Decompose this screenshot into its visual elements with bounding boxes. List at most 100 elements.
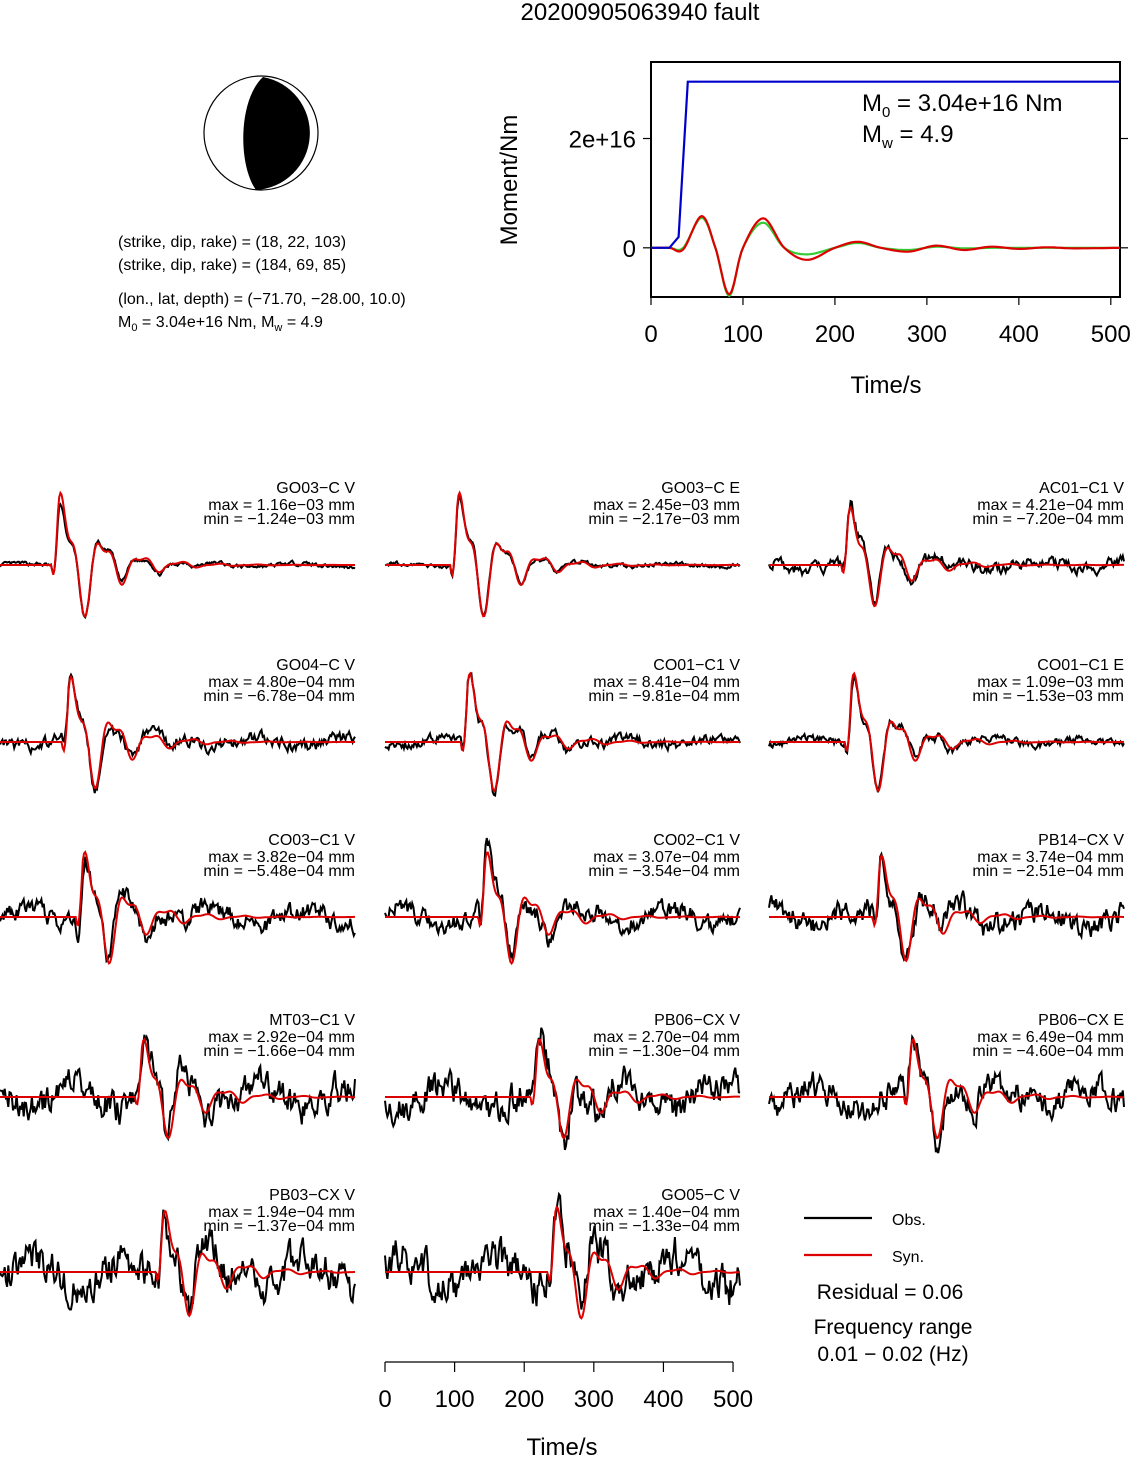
station-max-amplitude: max = 1.94e−04 mm	[208, 1204, 355, 1221]
station-max-amplitude: max = 8.41e−04 mm	[593, 674, 740, 691]
residual-text: Residual = 0.06	[817, 1281, 964, 1304]
moment-xtick-label: 100	[723, 321, 763, 348]
moment-xlabel: Time/s	[850, 372, 921, 399]
station-label: PB06−CX V	[654, 1012, 740, 1029]
synthetic-trace	[385, 490, 740, 618]
nodal-plane-1: (strike, dip, rake) = (18, 22, 103)	[118, 234, 346, 251]
station-max-amplitude: max = 3.74e−04 mm	[977, 849, 1124, 866]
waveform-xlabel: Time/s	[526, 1434, 597, 1458]
station-label: GO03−C V	[276, 480, 355, 497]
observed-trace	[0, 1034, 356, 1142]
station-label: CO01−C1 E	[1037, 657, 1124, 674]
station-label: CO01−C1 V	[653, 657, 740, 674]
synthetic-trace	[385, 671, 740, 793]
station-min-amplitude: min = −1.30e−04 mm	[588, 1043, 740, 1060]
station-min-amplitude: min = −3.54e−04 mm	[588, 863, 740, 880]
figure-title: 20200905063940 fault	[521, 0, 760, 26]
station-max-amplitude: max = 2.45e−03 mm	[593, 497, 740, 514]
focal-mechanism-info: (strike, dip, rake) = (18, 22, 103) (str…	[118, 234, 406, 334]
station-min-amplitude: min = −5.48e−04 mm	[203, 863, 355, 880]
moment-series	[651, 80, 1121, 298]
synthetic-trace	[0, 850, 355, 965]
station-label: GO04−C V	[276, 657, 355, 674]
station-label: GO05−C V	[661, 1187, 740, 1204]
waveform-time-axis: 0 100 200 300 400 500	[378, 1361, 753, 1413]
station-min-amplitude: min = −1.53e−03 mm	[972, 688, 1124, 705]
synthetic-trace	[385, 1038, 741, 1140]
legend-obs-label: Obs.	[892, 1212, 926, 1229]
synthetic-trace	[0, 1209, 356, 1318]
nodal-plane-2: (strike, dip, rake) = (184, 69, 85)	[118, 257, 346, 274]
moment-plot-frame	[650, 61, 1121, 298]
station-label: PB03−CX V	[269, 1187, 355, 1204]
synthetic-trace	[0, 490, 355, 618]
observed-trace	[768, 1033, 1125, 1154]
synthetic-trace	[385, 1205, 740, 1320]
moment-series-rate_red	[651, 214, 1121, 296]
hypocenter-location: (lon., lat, depth) = (−71.70, −28.00, 10…	[118, 291, 406, 308]
station-max-amplitude: max = 6.49e−04 mm	[977, 1029, 1124, 1046]
station-max-amplitude: max = 1.40e−04 mm	[593, 1204, 740, 1221]
moment-ylabel: Moment/Nm	[496, 115, 523, 246]
observed-trace	[768, 499, 1125, 607]
synthetic-trace	[769, 671, 1124, 793]
station-min-amplitude: min = −4.60e−04 mm	[972, 1043, 1124, 1060]
station-label: MT03−C1 V	[269, 1012, 355, 1029]
waveform-xtick-label: 400	[643, 1386, 683, 1413]
synthetic-trace	[0, 1037, 355, 1140]
station-min-amplitude: min = −1.66e−04 mm	[203, 1043, 355, 1060]
synthetic-trace	[385, 851, 740, 966]
moment-xtick-label: 0	[644, 321, 657, 348]
station-label: GO03−C E	[661, 480, 740, 497]
moment-magnitude-line: M0 = 3.04e+16 Nm, Mw = 4.9	[118, 314, 323, 334]
station-label: PB14−CX V	[1038, 832, 1124, 849]
station-label: CO03−C1 V	[268, 832, 355, 849]
station-max-amplitude: max = 2.70e−04 mm	[593, 1029, 740, 1046]
synthetic-trace	[769, 1037, 1124, 1140]
station-label: AC01−C1 V	[1039, 480, 1124, 497]
station-min-amplitude: min = −2.17e−03 mm	[588, 511, 740, 528]
waveform-xtick-label: 0	[378, 1386, 391, 1413]
moment-mw-label: Mw = 4.9	[862, 121, 954, 152]
moment-xtick-label: 400	[999, 321, 1039, 348]
synthetic-trace	[769, 854, 1124, 963]
waveform-xtick-label: 200	[504, 1386, 544, 1413]
moment-series-cumulative	[651, 80, 1120, 249]
moment-series-rate_green	[651, 216, 1120, 298]
station-min-amplitude: min = −7.20e−04 mm	[972, 511, 1124, 528]
legend-syn-label: Syn.	[892, 1249, 924, 1266]
station-label: PB06−CX E	[1038, 1012, 1124, 1029]
station-min-amplitude: min = −1.33e−04 mm	[588, 1218, 740, 1235]
station-min-amplitude: min = −1.37e−04 mm	[203, 1218, 355, 1235]
waveform-xtick-label: 500	[713, 1386, 753, 1413]
waveform-xtick-label: 100	[435, 1386, 475, 1413]
legend: Obs. Syn. Residual = 0.06 Frequency rang…	[804, 1212, 972, 1366]
moment-ytick-label: 0	[623, 236, 636, 263]
moment-xtick-label: 500	[1091, 321, 1131, 348]
station-label: CO02−C1 V	[653, 832, 740, 849]
synthetic-trace	[769, 505, 1124, 608]
station-min-amplitude: min = −1.24e−03 mm	[203, 511, 355, 528]
moment-axes: 0 100 200 300 400 500 0 2e+16	[569, 127, 1131, 348]
moment-m0-label: M0 = 3.04e+16 Nm	[862, 90, 1062, 121]
observed-trace	[0, 672, 356, 794]
beachball-compressional-quadrant	[243, 77, 310, 190]
synthetic-trace	[0, 674, 355, 789]
waveform-xtick-label: 300	[574, 1386, 614, 1413]
station-min-amplitude: min = −9.81e−04 mm	[588, 688, 740, 705]
beachball	[203, 75, 319, 191]
